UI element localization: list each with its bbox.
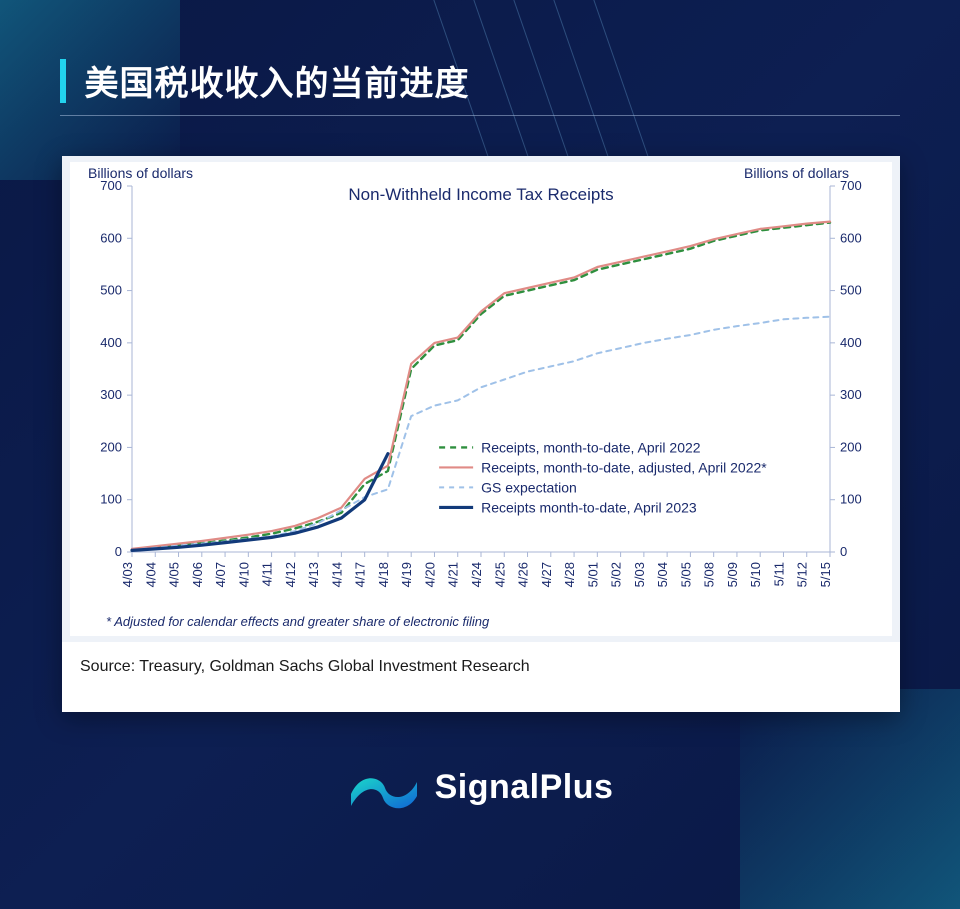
x-tick-label: 5/01 xyxy=(585,562,600,587)
y-tick-label: 0 xyxy=(840,544,847,559)
y-tick-label: 700 xyxy=(840,178,862,193)
y-tick-label: 100 xyxy=(100,492,122,507)
chart-footnote: * Adjusted for calendar effects and grea… xyxy=(106,614,490,629)
x-tick-label: 4/04 xyxy=(143,562,158,587)
x-tick-label: 4/12 xyxy=(283,562,298,587)
y-tick-label: 700 xyxy=(100,178,122,193)
y-tick-label: 400 xyxy=(100,335,122,350)
x-tick-label: 5/08 xyxy=(702,562,717,587)
x-tick-label: 4/14 xyxy=(329,562,344,587)
page-title: 美国税收收入的当前进度 xyxy=(84,56,469,105)
y-tick-label: 0 xyxy=(115,544,122,559)
chart-title: Non-Withheld Income Tax Receipts xyxy=(348,185,613,204)
legend-label: Receipts, month-to-date, April 2022 xyxy=(481,439,701,455)
legend-label: GS expectation xyxy=(481,479,577,495)
signalplus-logo-icon xyxy=(347,762,421,812)
x-tick-label: 5/02 xyxy=(609,562,624,587)
y-tick-label: 400 xyxy=(840,335,862,350)
legend-label: Receipts month-to-date, April 2023 xyxy=(481,499,697,515)
x-tick-label: 4/27 xyxy=(539,562,554,587)
x-tick-label: 4/20 xyxy=(422,562,437,587)
x-tick-label: 4/17 xyxy=(353,562,368,587)
x-tick-label: 4/11 xyxy=(260,562,275,586)
x-tick-label: 4/10 xyxy=(236,562,251,587)
y-tick-label: 300 xyxy=(100,387,122,402)
brand-logo-block: SignalPlus xyxy=(0,762,960,817)
chart-source: Source: Treasury, Goldman Sachs Global I… xyxy=(62,642,900,692)
x-tick-label: 5/12 xyxy=(795,562,810,587)
x-tick-label: 4/06 xyxy=(190,562,205,587)
x-tick-label: 5/05 xyxy=(678,562,693,587)
x-tick-label: 4/25 xyxy=(492,562,507,587)
legend-label: Receipts, month-to-date, adjusted, April… xyxy=(481,459,767,475)
x-tick-label: 4/24 xyxy=(469,562,484,587)
x-tick-label: 5/15 xyxy=(818,562,833,587)
x-tick-label: 5/03 xyxy=(632,562,647,587)
title-accent-bar xyxy=(60,59,66,103)
y-tick-label: 200 xyxy=(100,439,122,454)
x-tick-label: 5/09 xyxy=(725,562,740,587)
y-tick-label: 600 xyxy=(100,230,122,245)
x-tick-label: 4/21 xyxy=(446,562,461,587)
y-tick-label: 100 xyxy=(840,492,862,507)
x-tick-label: 4/19 xyxy=(399,562,414,587)
x-tick-label: 5/11 xyxy=(771,562,786,586)
x-tick-label: 5/10 xyxy=(748,562,763,587)
x-tick-label: 4/05 xyxy=(167,562,182,587)
y-tick-label: 500 xyxy=(840,283,862,298)
line-chart-svg: Billions of dollarsBillions of dollarsNo… xyxy=(70,162,892,636)
y-tick-label: 500 xyxy=(100,283,122,298)
x-tick-label: 4/13 xyxy=(306,562,321,587)
y-axis-label-right: Billions of dollars xyxy=(744,165,849,181)
y-tick-label: 200 xyxy=(840,439,862,454)
x-tick-label: 4/26 xyxy=(516,562,531,587)
y-tick-label: 300 xyxy=(840,387,862,402)
y-tick-label: 600 xyxy=(840,230,862,245)
x-tick-label: 4/03 xyxy=(120,562,135,587)
chart-card: Billions of dollarsBillions of dollarsNo… xyxy=(62,156,900,712)
page-title-block: 美国税收收入的当前进度 xyxy=(60,56,900,116)
brand-name: SignalPlus xyxy=(435,768,614,807)
x-tick-label: 5/04 xyxy=(655,562,670,587)
x-tick-label: 4/07 xyxy=(213,562,228,587)
chart-plot-area: Billions of dollarsBillions of dollarsNo… xyxy=(62,156,900,642)
x-tick-label: 4/28 xyxy=(562,562,577,587)
x-tick-label: 4/18 xyxy=(376,562,391,587)
